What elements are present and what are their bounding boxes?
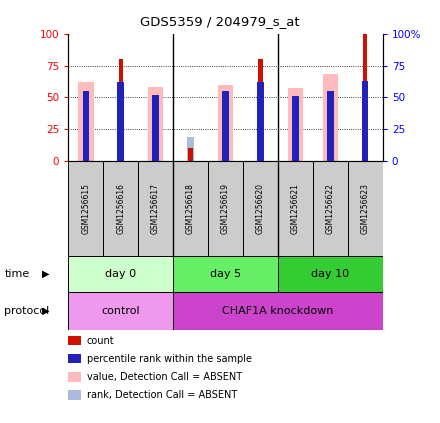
Bar: [257, 82, 264, 161]
Bar: [278, 161, 313, 256]
Bar: [188, 148, 193, 161]
Text: GSM1256621: GSM1256621: [291, 183, 300, 234]
Text: day 5: day 5: [210, 269, 241, 279]
Text: rank, Detection Call = ABSENT: rank, Detection Call = ABSENT: [87, 390, 237, 400]
Bar: [363, 34, 367, 161]
Bar: [173, 161, 208, 256]
Text: day 0: day 0: [105, 269, 136, 279]
Text: value, Detection Call = ABSENT: value, Detection Call = ABSENT: [87, 372, 242, 382]
Bar: [83, 91, 89, 161]
Bar: [103, 161, 138, 256]
Bar: [218, 85, 233, 161]
Bar: [258, 59, 263, 161]
Bar: [288, 88, 303, 161]
Text: count: count: [87, 335, 114, 346]
Bar: [313, 161, 348, 256]
Text: percentile rank within the sample: percentile rank within the sample: [87, 354, 252, 364]
Text: CHAF1A knockdown: CHAF1A knockdown: [222, 306, 334, 316]
Bar: [222, 91, 229, 161]
Bar: [327, 91, 334, 161]
Text: day 10: day 10: [312, 269, 349, 279]
Bar: [68, 161, 103, 256]
Text: ▶: ▶: [42, 269, 50, 279]
Bar: [278, 256, 383, 292]
Text: ▶: ▶: [42, 306, 50, 316]
Text: control: control: [101, 306, 140, 316]
Text: protocol: protocol: [4, 306, 50, 316]
Bar: [173, 256, 278, 292]
Bar: [173, 292, 383, 330]
Text: GSM1256618: GSM1256618: [186, 183, 195, 234]
Text: GSM1256620: GSM1256620: [256, 183, 265, 234]
Bar: [78, 82, 94, 161]
Bar: [138, 161, 173, 256]
Text: GSM1256617: GSM1256617: [151, 183, 160, 234]
Bar: [68, 292, 173, 330]
Bar: [152, 95, 159, 161]
Bar: [362, 81, 368, 161]
Bar: [148, 87, 163, 161]
Text: GSM1256619: GSM1256619: [221, 183, 230, 234]
Bar: [187, 137, 194, 161]
Bar: [348, 161, 383, 256]
Bar: [117, 82, 124, 161]
Text: time: time: [4, 269, 29, 279]
Text: GDS5359 / 204979_s_at: GDS5359 / 204979_s_at: [140, 15, 300, 28]
Bar: [243, 161, 278, 256]
Text: GSM1256615: GSM1256615: [81, 183, 90, 234]
Bar: [68, 256, 173, 292]
Text: GSM1256616: GSM1256616: [116, 183, 125, 234]
Bar: [208, 161, 243, 256]
Bar: [118, 59, 123, 161]
Text: GSM1256623: GSM1256623: [361, 183, 370, 234]
Bar: [292, 96, 299, 161]
Bar: [323, 74, 338, 161]
Text: GSM1256622: GSM1256622: [326, 183, 335, 234]
